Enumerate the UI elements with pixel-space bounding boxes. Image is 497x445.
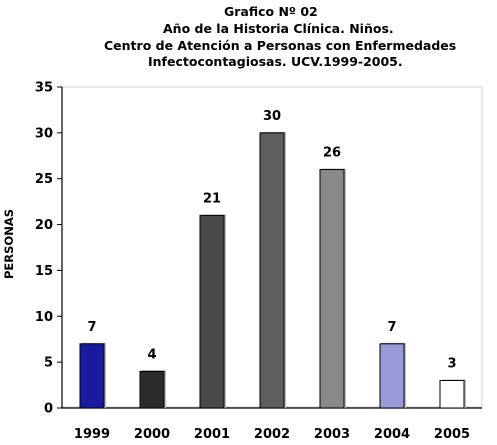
y-tick-label: 15 bbox=[35, 264, 53, 279]
bar-series: 7 1999 4 2000 21 2001 30 2002 26 2003 7 2004 3 2005 bbox=[74, 109, 470, 442]
y-axis-ticks: 0 5 10 15 20 25 30 35 bbox=[35, 81, 62, 417]
x-tick-label: 2002 bbox=[254, 427, 290, 442]
y-tick-label: 25 bbox=[35, 172, 53, 187]
bar bbox=[379, 343, 405, 409]
x-tick-label: 2000 bbox=[134, 427, 170, 442]
bar bbox=[259, 132, 285, 409]
y-axis-label: PERSONAS bbox=[2, 209, 16, 279]
x-tick-label: 2001 bbox=[194, 427, 230, 442]
data-label: 4 bbox=[147, 347, 156, 362]
bar bbox=[199, 214, 225, 409]
y-tick-label: 35 bbox=[35, 81, 53, 96]
bar bbox=[139, 370, 165, 409]
chart-title-line-4: Infectocontagiosas. UCV.1999-2005. bbox=[148, 54, 403, 69]
data-label: 3 bbox=[447, 356, 456, 371]
x-tick-label: 1999 bbox=[74, 427, 110, 442]
chart-title-line-2: Año de la Historia Clínica. Niños. bbox=[163, 21, 394, 36]
chart-title-line-1: Grafico Nº 02 bbox=[224, 4, 318, 19]
y-tick-label: 10 bbox=[35, 310, 53, 325]
data-label: 26 bbox=[323, 146, 341, 161]
y-tick-label: 5 bbox=[44, 356, 53, 371]
bar bbox=[439, 379, 465, 409]
y-tick-label: 30 bbox=[35, 126, 53, 141]
bar bbox=[79, 343, 105, 409]
data-label: 21 bbox=[203, 191, 221, 206]
y-tick-label: 0 bbox=[44, 402, 53, 417]
data-label: 7 bbox=[87, 320, 96, 335]
bar bbox=[319, 169, 345, 409]
x-tick-label: 2004 bbox=[374, 427, 410, 442]
data-label: 30 bbox=[263, 109, 281, 124]
data-label: 7 bbox=[387, 320, 396, 335]
x-tick-label: 2003 bbox=[314, 427, 350, 442]
y-tick-label: 20 bbox=[35, 218, 53, 233]
x-tick-label: 2005 bbox=[434, 427, 470, 442]
chart-title-line-3: Centro de Atención a Personas con Enferm… bbox=[104, 38, 457, 53]
